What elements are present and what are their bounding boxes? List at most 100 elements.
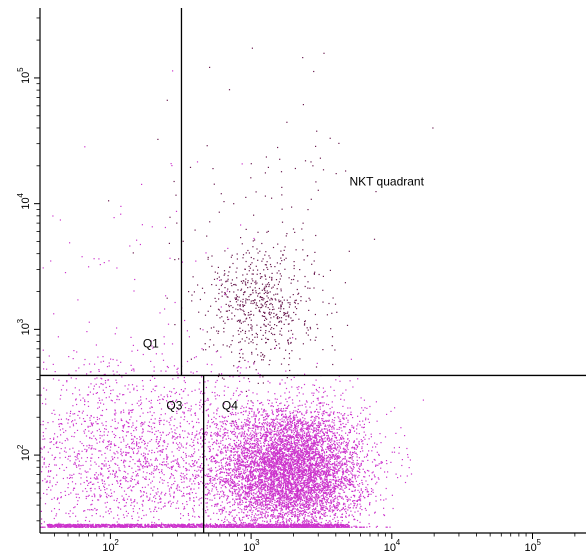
event-dot bbox=[317, 457, 319, 459]
event-dot bbox=[260, 470, 262, 472]
event-dot bbox=[356, 456, 358, 458]
event-dot bbox=[292, 436, 294, 438]
event-dot bbox=[300, 497, 302, 499]
event-dot bbox=[281, 414, 283, 416]
event-dot bbox=[244, 469, 246, 471]
event-dot bbox=[397, 477, 399, 479]
event-dot bbox=[320, 508, 322, 510]
event-dot bbox=[234, 458, 236, 460]
event-dot bbox=[303, 459, 305, 461]
event-dot bbox=[334, 472, 336, 474]
event-dot bbox=[359, 495, 361, 497]
event-dot bbox=[309, 426, 311, 428]
event-dot bbox=[281, 509, 284, 511]
event-dot bbox=[367, 484, 369, 486]
event-dot bbox=[363, 431, 365, 433]
event-dot bbox=[284, 512, 286, 514]
event-dot bbox=[270, 448, 272, 450]
event-dot bbox=[330, 495, 332, 497]
event-dot bbox=[291, 466, 293, 469]
event-dot bbox=[321, 501, 323, 503]
event-dot bbox=[311, 392, 313, 394]
event-dot bbox=[303, 420, 305, 422]
event-dot bbox=[240, 473, 242, 475]
event-dot bbox=[313, 459, 315, 462]
event-dot bbox=[248, 479, 250, 481]
event-dot bbox=[305, 412, 307, 414]
event-dot bbox=[282, 410, 284, 412]
event-dot bbox=[247, 403, 249, 405]
event-dot bbox=[237, 475, 239, 477]
event-dot bbox=[283, 469, 285, 471]
event-dot bbox=[299, 404, 301, 407]
event-dot bbox=[310, 416, 312, 418]
event-dot bbox=[315, 433, 317, 435]
event-dot bbox=[235, 420, 237, 422]
event-dot bbox=[236, 451, 238, 453]
event-dot bbox=[317, 498, 319, 500]
event-dot bbox=[280, 450, 283, 452]
event-dot bbox=[284, 469, 286, 471]
event-dot bbox=[223, 484, 225, 486]
event-dot bbox=[249, 427, 251, 429]
event-dot bbox=[344, 476, 346, 478]
event-dot bbox=[230, 458, 232, 460]
event-dot bbox=[285, 455, 287, 457]
event-dot bbox=[213, 416, 215, 418]
event-dot bbox=[323, 451, 325, 453]
event-dot bbox=[304, 463, 306, 465]
event-dot bbox=[326, 395, 328, 397]
event-dot bbox=[342, 482, 344, 484]
event-dot bbox=[308, 426, 311, 428]
event-dot bbox=[324, 470, 326, 472]
event-dot bbox=[238, 470, 240, 472]
event-dot bbox=[247, 488, 249, 490]
event-dot bbox=[311, 458, 313, 460]
event-dot bbox=[314, 467, 316, 469]
event-dot bbox=[235, 484, 237, 486]
event-dot bbox=[330, 483, 332, 485]
event-dot bbox=[332, 497, 334, 499]
event-dot bbox=[267, 443, 269, 445]
event-dot bbox=[263, 445, 265, 447]
event-dot bbox=[343, 478, 345, 480]
event-dot bbox=[374, 459, 376, 461]
event-dot bbox=[324, 452, 326, 454]
event-dot bbox=[243, 521, 245, 524]
event-dot bbox=[205, 486, 208, 488]
event-dot bbox=[345, 471, 347, 473]
event-dot bbox=[299, 423, 301, 425]
event-dot bbox=[345, 486, 347, 488]
event-dot bbox=[289, 462, 291, 464]
event-dot bbox=[325, 460, 327, 462]
event-dot bbox=[234, 482, 236, 484]
event-dot bbox=[360, 412, 362, 414]
event-dot bbox=[265, 470, 267, 472]
event-dot bbox=[263, 488, 265, 490]
event-dot bbox=[268, 444, 270, 447]
event-dot bbox=[342, 436, 344, 438]
event-dot bbox=[281, 461, 283, 464]
event-dot bbox=[230, 459, 232, 461]
event-dot bbox=[266, 415, 268, 417]
event-dot bbox=[308, 484, 310, 486]
event-dot bbox=[332, 505, 335, 507]
event-dot bbox=[342, 415, 344, 417]
event-dot bbox=[323, 478, 326, 480]
event-dot bbox=[280, 475, 282, 477]
event-dot bbox=[312, 416, 314, 418]
event-dot bbox=[245, 477, 247, 480]
event-dot bbox=[271, 488, 273, 490]
event-dot bbox=[244, 505, 246, 507]
event-dot bbox=[246, 487, 248, 489]
event-dot bbox=[313, 392, 315, 394]
event-dot bbox=[309, 481, 311, 483]
event-dot bbox=[283, 415, 285, 417]
event-dot bbox=[314, 419, 317, 421]
event-dot bbox=[233, 518, 235, 520]
event-dot bbox=[288, 483, 290, 485]
event-dot bbox=[338, 428, 340, 430]
event-dot bbox=[261, 401, 263, 404]
event-dot bbox=[280, 466, 282, 469]
event-dot bbox=[244, 462, 246, 464]
